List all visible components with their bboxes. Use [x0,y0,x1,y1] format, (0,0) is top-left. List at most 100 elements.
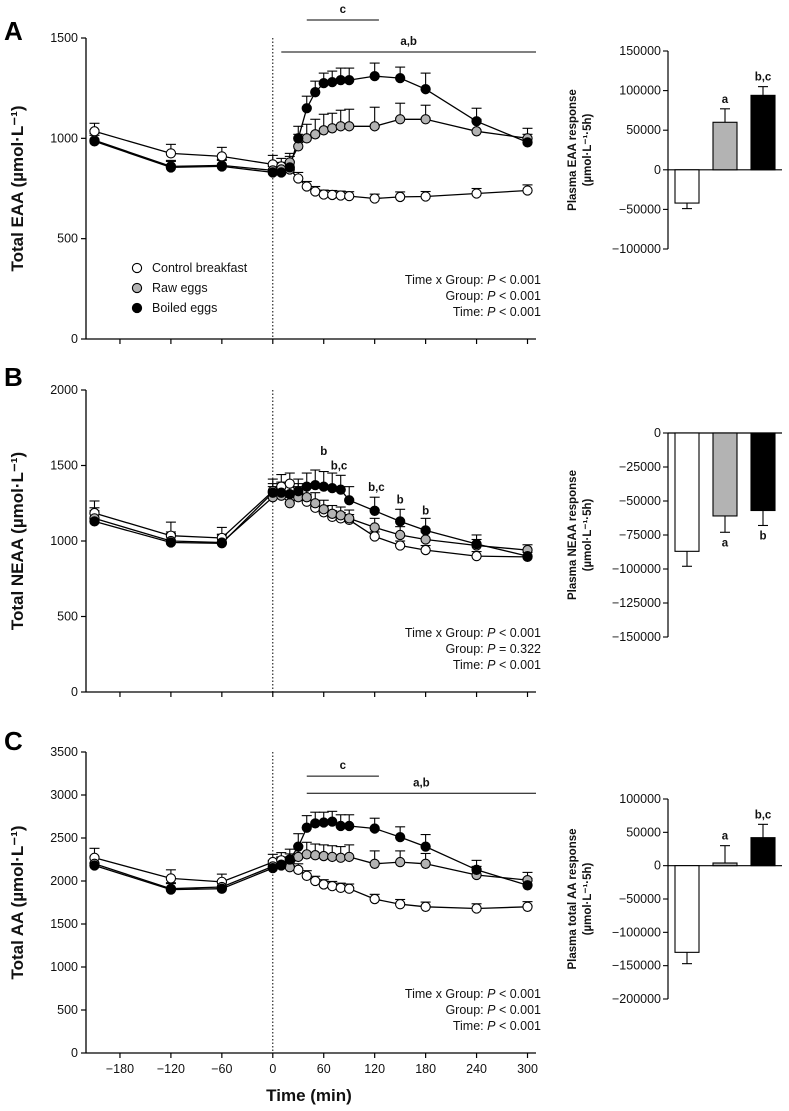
bar-significance-label: b [759,530,766,542]
data-point [267,862,278,874]
legend-label: Raw eggs [152,281,208,295]
data-point [344,74,355,86]
data-point [293,864,304,875]
stat-line: Time: P < 0.001 [453,658,541,672]
data-point [165,162,177,173]
data-point [310,850,321,861]
y-tick-label: 0 [71,332,78,346]
x-tick-label: 300 [517,1062,538,1076]
data-point [327,881,338,892]
bar-y-tick-label: −50000 [619,494,661,508]
data-point [293,851,304,863]
data-point [327,482,338,494]
data-point [310,875,321,887]
data-point [344,190,355,202]
data-point [89,136,100,147]
stat-line: Time: P < 0.001 [453,1019,541,1033]
stat-line: Time: P < 0.001 [453,305,541,319]
y-tick-label: 3000 [50,788,78,802]
y-tick-label: 500 [57,610,78,624]
bar-y-tick-label: −50000 [619,892,661,906]
stat-line: Time x Group: P < 0.001 [405,626,541,640]
data-point [216,883,227,894]
significance-label: b [397,494,404,506]
data-point [369,531,380,542]
data-point [216,161,227,172]
data-point [301,492,312,503]
x-tick-label: 180 [415,1062,436,1076]
data-point [301,133,312,144]
stat-line: Group: P < 0.001 [445,289,541,303]
data-point [335,121,346,132]
data-point [301,481,312,492]
bar-raw-eggs [712,121,738,171]
data-point [216,538,227,549]
stat-line: Time x Group: P < 0.001 [405,987,541,1001]
bar-significance-label: b,c [755,809,772,821]
data-point [395,529,406,541]
data-point [395,899,406,910]
data-point [284,498,295,509]
y-tick-label: 3500 [50,745,78,759]
bar-y-tick-label: 0 [654,859,661,873]
bar-y-axis-title: (µmol·L⁻¹·5h) [582,498,594,571]
data-point [522,901,533,912]
bar-y-tick-label: −100000 [612,242,661,256]
data-point [284,162,295,173]
bar-y-tick-label: −200000 [612,992,661,1006]
data-point [165,884,177,895]
data-point [369,823,380,834]
bar-y-tick-label: −100000 [612,925,661,939]
line-chart-panel-b: 0 500 1000 1500 2000 Total NEAA (µmol·L⁻¹) b b,… [8,383,541,699]
data-point [293,841,304,852]
data-point [369,893,380,905]
bar-significance-label: a [722,94,729,106]
data-point [335,820,346,832]
bar-raw-eggs [712,862,738,867]
line-chart-panel-c: 0 500 1000 1500 2000 2500 3000 3500 −180 −120 −60 0… [8,745,541,1076]
data-point [471,126,482,137]
data-point [310,129,321,140]
y-axis-title: Total AA (µmol·L⁻¹) [8,825,27,979]
data-point [471,538,482,550]
data-point [293,133,304,144]
significance-label: b,c [331,460,348,472]
bar-y-tick-label: −125000 [612,596,661,610]
data-point [301,181,312,192]
data-point [420,544,431,556]
data-point [165,148,177,159]
data-point [335,882,346,894]
data-point [318,189,329,200]
data-point [471,903,482,914]
data-point [395,856,406,868]
y-tick-label: 1000 [50,960,78,974]
y-tick-label: 2000 [50,874,78,888]
bar-y-tick-label: −75000 [619,528,661,542]
data-point [335,190,346,201]
data-point [310,186,321,197]
stat-line: Group: P < 0.001 [445,1003,541,1017]
data-point [420,84,431,95]
data-point [318,504,329,515]
data-point [165,873,177,884]
data-point [369,505,380,516]
significance-label: a,b [413,777,430,789]
legend-marker [131,282,143,294]
data-point [522,185,533,196]
x-tick-label: 60 [317,1062,331,1076]
data-point [420,534,431,545]
data-point [335,510,346,521]
bar-y-tick-label: −150000 [612,630,661,644]
bar-chart-panel-b: −150000 −125000 −100000 −75000 −50000 −25000 0… [567,426,782,644]
data-point [89,516,100,527]
data-point [420,841,431,852]
y-tick-label: 1500 [50,917,78,931]
data-point [327,816,338,827]
data-point [420,191,431,202]
data-point [327,189,338,201]
data-point [471,188,482,199]
bar-y-tick-label: 50000 [626,825,661,839]
data-point [344,883,355,894]
x-tick-label: −180 [106,1062,134,1076]
data-point [344,121,355,132]
